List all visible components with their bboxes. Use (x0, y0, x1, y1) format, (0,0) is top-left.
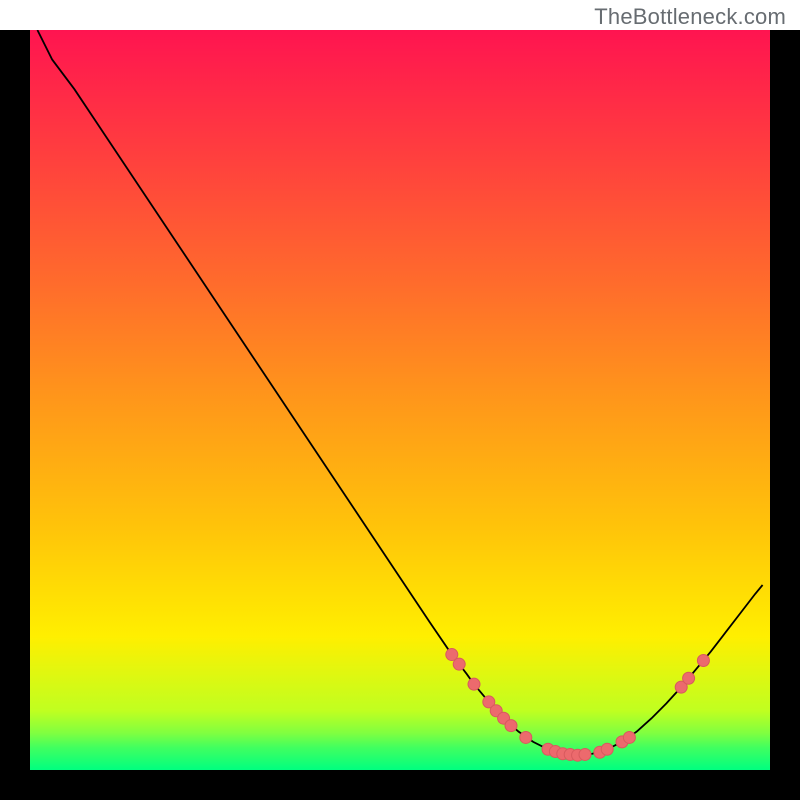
data-marker (505, 720, 517, 732)
data-marker (601, 743, 613, 755)
data-marker (683, 672, 695, 684)
chart-outer-border (0, 30, 800, 800)
data-marker (453, 658, 465, 670)
plot-area (30, 30, 770, 770)
watermark-text: TheBottleneck.com (594, 4, 786, 30)
gradient-background (30, 30, 770, 770)
chart-frame: TheBottleneck.com (0, 0, 800, 800)
data-marker (520, 731, 532, 743)
data-marker (623, 731, 635, 743)
chart-svg (30, 30, 770, 770)
data-marker (468, 678, 480, 690)
data-marker (579, 748, 591, 760)
data-marker (697, 654, 709, 666)
